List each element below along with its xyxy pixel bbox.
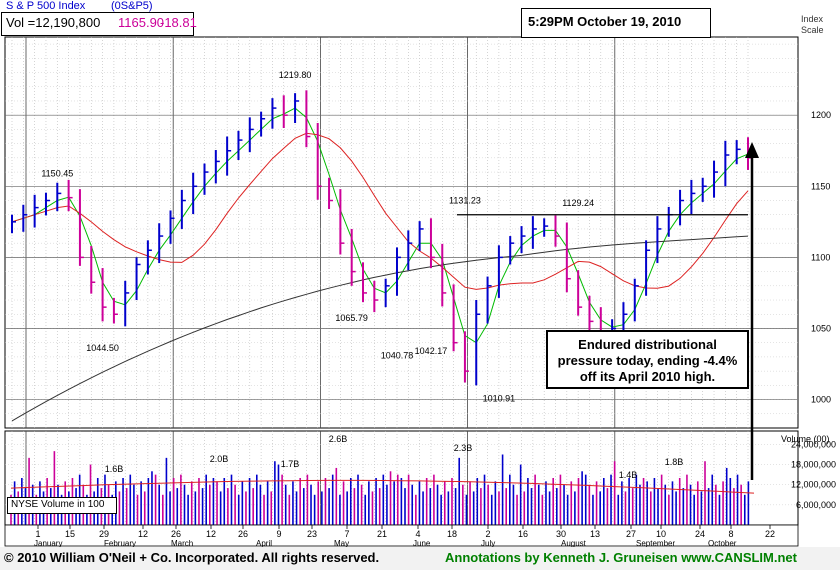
- date-tick-label: 12: [206, 529, 216, 539]
- price-label: 1010.91: [483, 393, 516, 403]
- price-label: 1040.78: [381, 351, 414, 361]
- copyright-text: © 2010 William O'Neil + Co. Incorporated…: [4, 550, 380, 565]
- volume-label: 2.3B: [454, 443, 473, 453]
- price-label: 1131.23: [449, 195, 481, 205]
- month-label: June: [413, 539, 431, 548]
- volume-readout: Vol =12,190,800: [6, 15, 101, 30]
- y-tick-label: 1000: [811, 395, 831, 405]
- volume-legend-box: [7, 497, 117, 514]
- date-tick-label: 22: [765, 529, 775, 539]
- callout-line-2: pressure today, ending -4.4%: [557, 353, 738, 368]
- timestamp-box: [521, 8, 711, 38]
- annotations-credit: Annotations by Kenneth J. Gruneisen www.…: [445, 550, 797, 565]
- date-tick-label: 10: [656, 529, 666, 539]
- date-tick-label: 16: [518, 529, 528, 539]
- annotation-arrow-head: [745, 142, 759, 158]
- volume-tick-label: 24,000,000: [791, 439, 836, 449]
- date-axis: [4, 524, 799, 547]
- date-tick-label: 26: [238, 529, 248, 539]
- volume-label: 1.7B: [281, 459, 300, 469]
- price-label: 1042.17: [415, 346, 448, 356]
- month-label: May: [334, 539, 349, 548]
- ma-mid-line: [11, 132, 749, 290]
- volume-tick-label: 6,000,000: [796, 500, 836, 510]
- index-symbol: (0S&P5): [111, 0, 153, 12]
- y-tick-label: 1150: [811, 181, 830, 191]
- month-label: July: [481, 539, 495, 548]
- date-tick-label: 23: [307, 529, 317, 539]
- volume-legend: NYSE Volume in 100: [11, 499, 105, 510]
- date-tick-label: 13: [590, 529, 600, 539]
- date-tick-label: 21: [377, 529, 387, 539]
- price-readout: 1165.90: [118, 15, 165, 30]
- volume-tick-label: 18,000,000: [791, 460, 836, 470]
- month-label: February: [104, 539, 136, 548]
- price-label: 1150.45: [41, 168, 73, 178]
- date-tick-label: 30: [556, 529, 566, 539]
- change-readout: -18.81: [160, 15, 197, 30]
- volume-label: 1.4B: [619, 470, 638, 480]
- callout-line-3: off its April 2010 high.: [579, 369, 716, 384]
- footer: © 2010 William O'Neil + Co. Incorporated…: [0, 547, 840, 570]
- month-label: September: [636, 539, 675, 548]
- volume-label: 1.8B: [665, 457, 684, 467]
- volume-label: 1.6B: [105, 464, 124, 474]
- date-tick-label: 1: [35, 529, 40, 539]
- volume-tick-label: 12,000,000: [791, 480, 836, 490]
- month-label: January: [34, 539, 62, 548]
- month-label: October: [708, 539, 737, 548]
- month-label: March: [171, 539, 193, 548]
- price-label: 1044.50: [86, 343, 119, 353]
- annotation-callout: Endured distributional pressure today, e…: [546, 330, 749, 389]
- callout-line-1: Endured distributional: [578, 337, 717, 352]
- scale-label-line1: Index: [801, 14, 824, 24]
- date-tick-label: 18: [447, 529, 457, 539]
- scale-label-line2: Scale: [801, 25, 824, 35]
- month-label: April: [256, 539, 272, 548]
- date-tick-label: 27: [626, 529, 636, 539]
- volume-label: 2.0B: [210, 454, 229, 464]
- date-tick-label: 8: [728, 529, 733, 539]
- price-label: 1065.79: [335, 313, 368, 323]
- y-tick-label: 1050: [811, 323, 831, 333]
- date-tick-label: 26: [171, 529, 181, 539]
- index-name: S & P 500 Index: [6, 0, 86, 12]
- ma-short-line: [11, 107, 749, 344]
- timestamp: 5:29PM October 19, 2010: [528, 14, 682, 29]
- volume-label: 2.6B: [329, 434, 348, 444]
- price-label: 1129.24: [562, 198, 594, 208]
- date-tick-label: 15: [65, 529, 75, 539]
- y-tick-label: 1200: [811, 110, 831, 120]
- y-tick-label: 1100: [811, 252, 830, 262]
- price-label: 1219.80: [279, 70, 312, 80]
- date-tick-label: 2: [485, 529, 490, 539]
- header-box: [1, 12, 194, 36]
- volume-title: Volume (00): [781, 434, 830, 444]
- date-tick-label: 24: [695, 529, 705, 539]
- date-tick-label: 4: [415, 529, 420, 539]
- month-label: August: [561, 539, 587, 548]
- date-tick-label: 9: [276, 529, 281, 539]
- date-tick-label: 12: [138, 529, 148, 539]
- date-tick-label: 7: [344, 529, 349, 539]
- ma-long-line: [11, 235, 749, 422]
- volume-ma-line: [10, 479, 755, 494]
- date-tick-label: 29: [99, 529, 109, 539]
